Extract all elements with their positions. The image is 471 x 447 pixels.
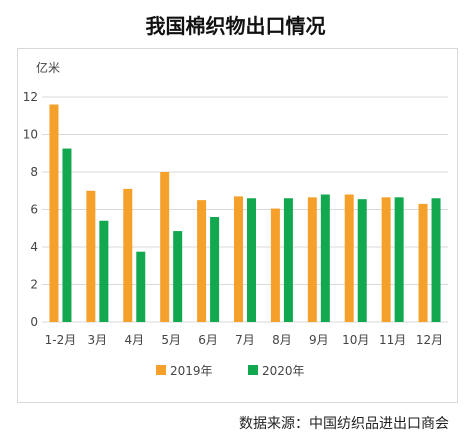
source-note: 数据来源：中国纺织品进出口商会 xyxy=(239,416,449,432)
bar-2019 xyxy=(123,188,133,322)
y-tick-label: 10 xyxy=(23,128,38,142)
x-tick-label: 11月 xyxy=(379,333,406,347)
x-tick-label: 8月 xyxy=(272,333,292,347)
bar-2019 xyxy=(86,190,96,322)
bar-2020 xyxy=(247,198,256,322)
bar-2019 xyxy=(49,104,59,322)
bar-2019 xyxy=(234,196,243,322)
chart-panel: 亿米 0 2 4 6 8 10 12 1-2月 3月 4月 5月 6月 7月 8月 9月 10月 11月 12月 20… xyxy=(17,48,458,403)
bar-2019 xyxy=(270,208,280,322)
legend-swatch-2019 xyxy=(156,365,166,375)
x-tick-label: 3月 xyxy=(88,333,108,347)
x-tick-label: 5月 xyxy=(161,333,181,347)
chart-title: 我国棉织物出口情况 xyxy=(145,14,326,38)
y-tick-label: 4 xyxy=(30,240,38,254)
bar-2020 xyxy=(357,199,367,322)
y-tick-label: 0 xyxy=(30,315,38,329)
x-tick-label: 7月 xyxy=(235,333,255,347)
legend-label: 2020年 xyxy=(262,364,305,378)
x-tick-label: 1-2月 xyxy=(45,333,77,347)
y-tick-label: 8 xyxy=(30,165,38,179)
x-tick-label: 9月 xyxy=(309,333,329,347)
y-axis-unit-label: 亿米 xyxy=(36,60,60,75)
legend-label: 2019年 xyxy=(170,364,213,378)
bar-2019 xyxy=(160,172,170,322)
bar-2019 xyxy=(344,194,354,322)
y-tick-label: 12 xyxy=(23,90,38,104)
bar-2020 xyxy=(320,194,330,322)
bar-2020 xyxy=(431,198,441,322)
legend-swatch-2020 xyxy=(248,365,258,375)
bar-2019 xyxy=(418,203,428,322)
bar-2019 xyxy=(307,197,317,322)
bar-2019 xyxy=(381,197,391,322)
bar-2020 xyxy=(173,231,183,322)
x-tick-label: 10月 xyxy=(342,333,369,347)
x-tick-label: 6月 xyxy=(198,333,218,347)
y-tick-label: 6 xyxy=(30,203,38,217)
bar-2020 xyxy=(136,251,146,322)
bar-2020 xyxy=(283,198,293,322)
x-tick-label: 12月 xyxy=(416,333,443,347)
y-tick-label: 2 xyxy=(30,278,38,292)
bar-2020 xyxy=(210,217,220,322)
bar-2019 xyxy=(197,200,207,322)
bar-2020 xyxy=(99,220,109,322)
bar-2020 xyxy=(394,197,404,322)
x-tick-label: 4月 xyxy=(124,333,144,347)
bar-2020 xyxy=(62,148,72,322)
chart-svg: 亿米 0 2 4 6 8 10 12 1-2月 3月 4月 5月 6月 7月 8月 9月 10月 11月 12月 20… xyxy=(23,60,448,378)
